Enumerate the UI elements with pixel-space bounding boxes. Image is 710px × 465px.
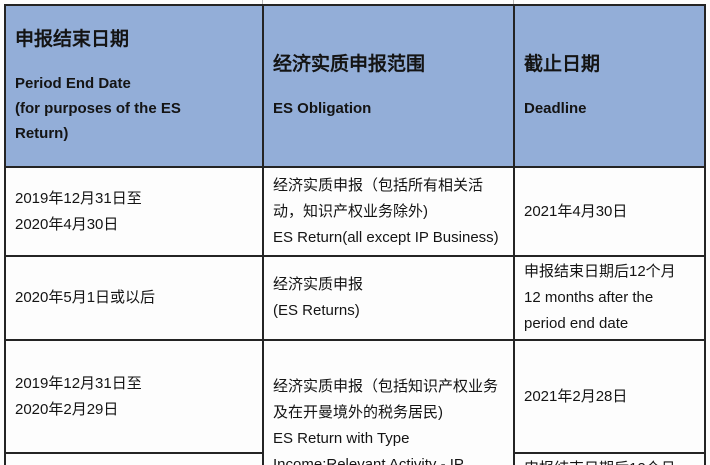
header-obligation-en: ES Obligation [273,100,372,117]
table-row-2: 2020年5月1日或以后 经济实质申报 (ES Returns) 申报结束日期后… [4,255,706,341]
header-cell-deadline: 截止日期 Deadline [513,4,706,168]
cell-obligation-row3-4-merged: 经济实质申报（包括知识产权业务 及在开曼境外的税务居民) ES Return w… [262,339,515,465]
header-deadline-zh: 截止日期 [524,54,601,75]
cell-deadline-row4: 申报结束日期后12个月 12 months after the period e… [513,452,706,465]
header-row: 申报结束日期 Period End Date (for purposes of … [4,4,706,168]
cell-deadline-row3: 2021年2月28日 [513,339,706,454]
cell-period-row4: 2020年3月1日或以后 [4,452,264,465]
cell-obligation-row2: 经济实质申报 (ES Returns) [262,255,515,341]
cell-deadline-row2: 申报结束日期后12个月 12 months after the period e… [513,255,706,341]
es-return-deadline-table: 申报结束日期 Period End Date (for purposes of … [4,4,706,465]
cell-period-row1: 2019年12月31日至 2020年4月30日 [4,166,264,257]
cell-deadline-row1: 2021年4月30日 [513,166,706,257]
header-period-en: Period End Date (for purposes of the ES … [15,75,181,142]
gridline-stub-top-right [513,0,514,5]
gridline-stub-top-left [262,0,263,5]
header-cell-es-obligation: 经济实质申报范围 ES Obligation [262,4,515,168]
header-cell-period-end-date: 申报结束日期 Period End Date (for purposes of … [4,4,264,168]
cell-obligation-row1: 经济实质申报（包括所有相关活 动，知识产权业务除外) ES Return(all… [262,166,515,257]
table-row-3: 2019年12月31日至 2020年2月29日 经济实质申报（包括知识产权业务 … [4,339,706,465]
header-obligation-zh: 经济实质申报范围 [273,54,426,75]
table-row-1: 2019年12月31日至 2020年4月30日 经济实质申报（包括所有相关活 动… [4,166,706,257]
header-deadline-en: Deadline [524,100,587,117]
cell-period-row2: 2020年5月1日或以后 [4,255,264,341]
header-period-zh: 申报结束日期 [15,29,130,50]
cell-period-row3: 2019年12月31日至 2020年2月29日 [4,339,264,454]
table-row-4: 2020年3月1日或以后 申报结束日期后12个月 12 months after… [4,452,706,465]
